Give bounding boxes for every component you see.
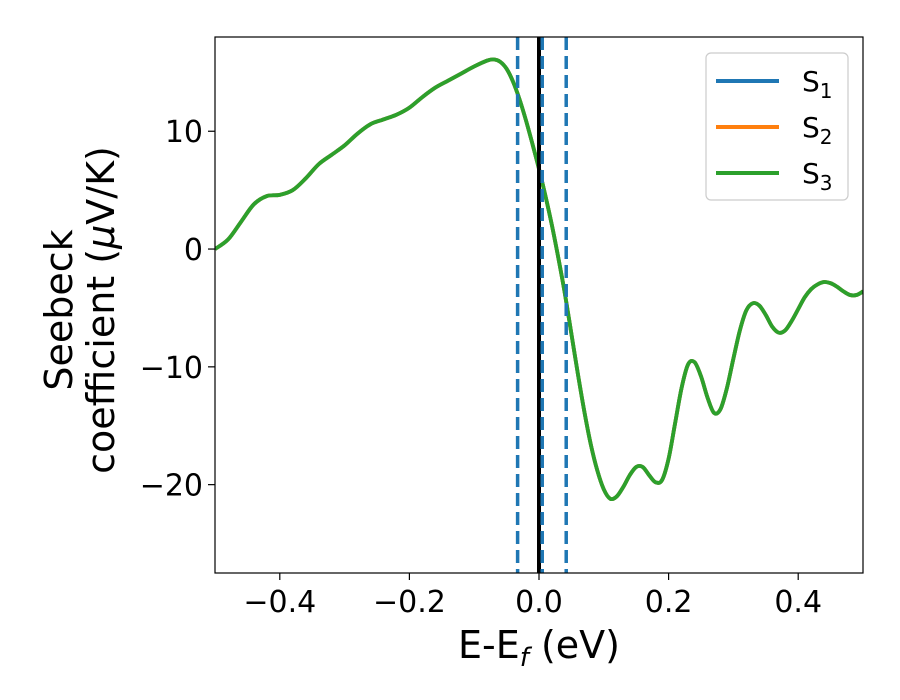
legend-label-s3: S3 bbox=[802, 157, 833, 195]
y-axis-title-line1: Seebeck bbox=[37, 229, 81, 390]
y-ticks: 10 0 −10 −20 bbox=[140, 115, 215, 504]
y-tick-label: 10 bbox=[165, 115, 203, 150]
y-axis-title-line2: coefficient (μV/K) bbox=[79, 146, 123, 474]
x-tick-label: −0.4 bbox=[243, 585, 316, 620]
plot-frame bbox=[214, 36, 864, 574]
plot-area bbox=[215, 37, 863, 573]
x-tick-label: 0.0 bbox=[515, 585, 563, 620]
legend-label-s2: S2 bbox=[802, 111, 833, 149]
legend: S1 S2 S3 bbox=[705, 52, 849, 201]
y-tick-label: −10 bbox=[140, 351, 203, 386]
x-axis-title: E-Ef (eV) bbox=[458, 623, 620, 673]
y-tick-label: 0 bbox=[184, 233, 203, 268]
x-tick-label: 0.2 bbox=[645, 585, 693, 620]
x-tick-label: 0.4 bbox=[774, 585, 822, 620]
y-tick-label: −20 bbox=[140, 469, 203, 504]
x-ticks: −0.4 −0.2 0.0 0.2 0.4 bbox=[243, 573, 822, 620]
plot-layer bbox=[215, 37, 863, 573]
legend-label-s1: S1 bbox=[802, 65, 833, 103]
y-axis-title: Seebeck coefficient (μV/K) bbox=[37, 146, 123, 474]
x-tick-label: −0.2 bbox=[373, 585, 446, 620]
series-line-s3 bbox=[215, 57, 863, 502]
